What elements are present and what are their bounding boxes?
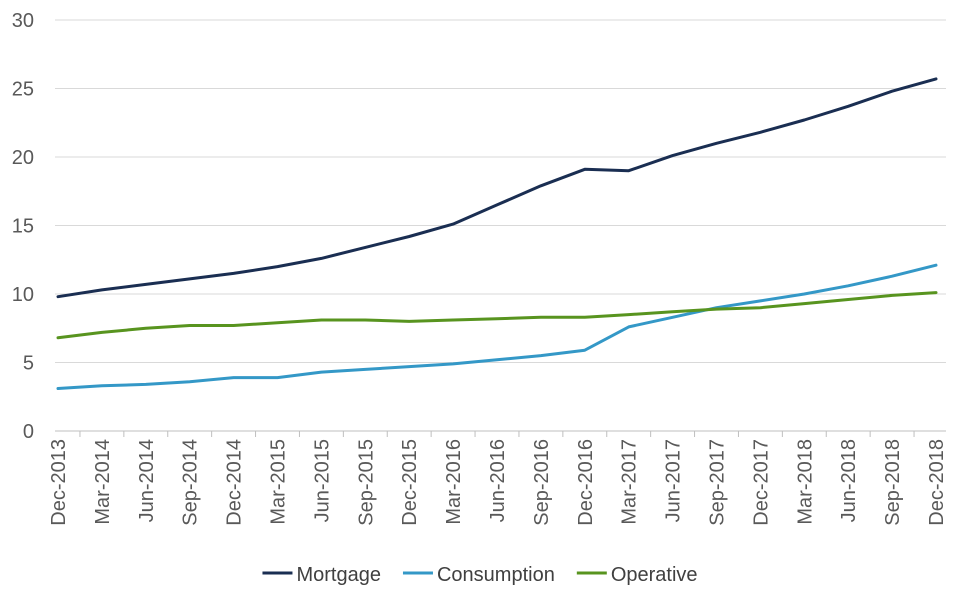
x-tick-label: Jun-2017 (663, 439, 685, 522)
series-line-consumption (56, 263, 938, 390)
legend-label: Consumption (437, 564, 555, 586)
x-tick-label: Mar-2015 (268, 439, 290, 525)
x-tick-label: Jun-2015 (311, 439, 333, 522)
y-tick-label: 15 (12, 216, 34, 238)
x-tick-label: Sep-2016 (531, 439, 553, 526)
x-tick-label: Mar-2017 (619, 439, 641, 525)
y-axis: 0 5 10 15 20 25 30 (12, 10, 34, 443)
legend-label: Operative (611, 564, 698, 586)
x-tick-label: Dec-2017 (750, 439, 772, 526)
series-lines (56, 77, 938, 390)
x-tick-label: Sep-2017 (707, 439, 729, 526)
gridlines (55, 19, 946, 432)
x-tick-label: Mar-2014 (92, 439, 114, 525)
x-tick-label: Jun-2014 (136, 439, 158, 522)
x-tick-label: Jun-2016 (487, 439, 509, 522)
x-tick-label: Dec-2015 (399, 439, 421, 526)
y-tick-label: 20 (12, 147, 34, 169)
x-axis: Dec-2013 Mar-2014 Jun-2014 Sep-2014 Dec-2014… (48, 431, 948, 526)
y-tick-label: 25 (12, 79, 34, 101)
x-tick-label: Dec-2018 (926, 439, 948, 526)
x-tick-label: Dec-2014 (224, 439, 246, 526)
y-tick-label: 0 (23, 421, 34, 443)
legend-item-operative: Operative (576, 564, 698, 586)
series-line-operative (56, 291, 938, 340)
legend: Mortgage Consumption Operative (262, 564, 698, 586)
legend-item-mortgage: Mortgage (262, 564, 381, 586)
series-line-mortgage (56, 77, 938, 299)
legend-label: Mortgage (296, 564, 381, 586)
legend-item-consumption: Consumption (402, 564, 555, 586)
x-tick-label: Sep-2015 (355, 439, 377, 526)
x-tick-label: Dec-2013 (48, 439, 70, 526)
x-tick-label: Mar-2016 (443, 439, 465, 525)
x-tick-label: Sep-2018 (882, 439, 904, 526)
x-tick-label: Jun-2018 (838, 439, 860, 522)
x-tick-label: Dec-2016 (575, 439, 597, 526)
y-tick-label: 5 (23, 353, 34, 375)
y-tick-label: 10 (12, 284, 34, 306)
x-tick-label: Sep-2014 (180, 439, 202, 526)
y-tick-label: 30 (12, 10, 34, 32)
x-tick-label: Mar-2018 (794, 439, 816, 525)
